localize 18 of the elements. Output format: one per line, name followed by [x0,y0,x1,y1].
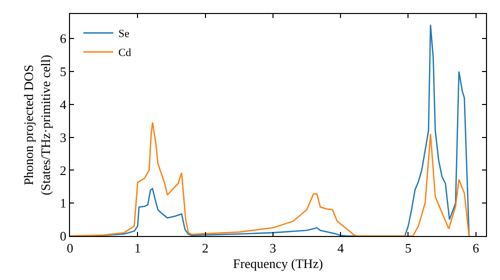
y-tick-label: 4 [60,96,67,112]
y-tick-label: 0 [60,228,66,244]
x-tick-label: 5 [404,240,412,256]
x-tick-label: 1 [134,240,141,256]
x-tick-label: 4 [337,240,344,256]
y-tick-label: 6 [60,31,67,46]
y-tick-label: 5 [60,64,66,80]
line-series [70,122,470,236]
x-tick-label: 6 [472,240,480,256]
y-tick-label: 1 [60,196,66,211]
x-axis-title: Frequency (THz) [233,256,323,272]
y-tick-label: 2 [60,162,66,178]
legend-label: Cd [118,47,132,60]
x-tick-label: 3 [270,240,276,256]
x-tick-label: 2 [202,240,209,256]
legend-label: Se [118,28,130,40]
y-axis-title: Phonon projected DOS (States/THz·primitive cell) [20,54,53,196]
y-tick-label: 3 [60,130,66,145]
